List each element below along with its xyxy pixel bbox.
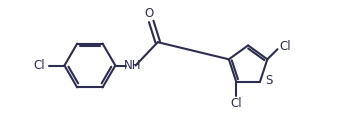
Text: Cl: Cl xyxy=(34,59,46,72)
Text: O: O xyxy=(144,7,153,20)
Text: S: S xyxy=(265,74,273,87)
Text: NH: NH xyxy=(124,59,142,72)
Text: Cl: Cl xyxy=(280,40,291,53)
Text: Cl: Cl xyxy=(231,97,242,110)
